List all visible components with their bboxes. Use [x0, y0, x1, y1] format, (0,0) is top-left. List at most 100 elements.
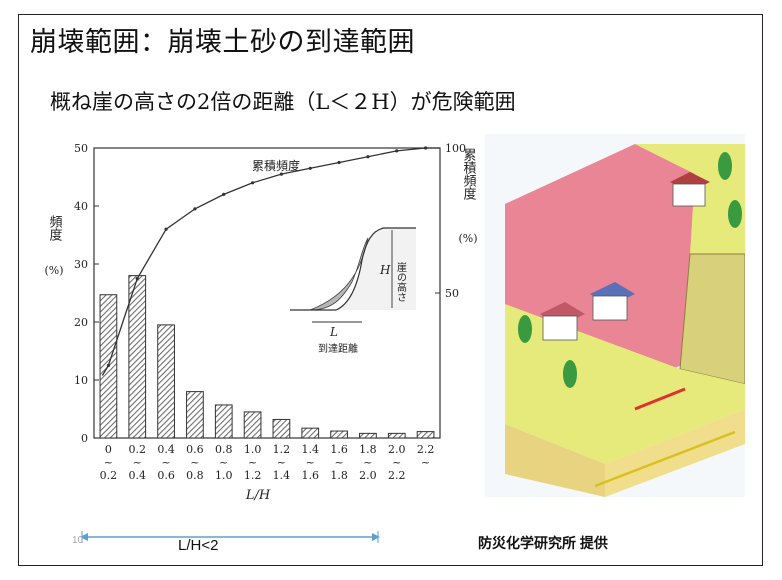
- x-tick-label-hi: 1.8: [330, 469, 348, 482]
- range-label: L/H<2: [178, 537, 219, 554]
- cumulative-point: [366, 155, 370, 159]
- hazard-arrow-yellow: [594, 430, 736, 488]
- x-tick-tilde: ~: [421, 456, 430, 469]
- bar: [330, 430, 348, 439]
- x-tick-label-hi: 2.0: [359, 469, 377, 482]
- inset-height-caption: 崖の高さ: [395, 262, 407, 302]
- slide-subtitle: 概ね崖の高さの2倍の距離（L＜２H）が危険範囲: [50, 90, 516, 114]
- inset-length-label: L: [329, 325, 338, 339]
- house-icon: [670, 172, 710, 207]
- inset-ground: [290, 228, 416, 310]
- y2-tick-label: 50: [445, 287, 459, 300]
- lh-range-arrow: [80, 531, 380, 543]
- plateau-top: [635, 144, 745, 254]
- y-axis-unit-right: (%): [458, 232, 477, 245]
- bar: [243, 411, 262, 439]
- cumulative-line-label: 累積頻度: [252, 158, 300, 173]
- x-axis-label: L/H: [245, 488, 271, 503]
- x-tick-tilde: ~: [161, 456, 170, 469]
- y-tick-label: 10: [74, 374, 88, 387]
- y-tick-label: 30: [74, 258, 88, 271]
- cumulative-line-group: 累積頻度: [101, 146, 440, 376]
- slope-icon: [679, 253, 745, 385]
- cumulative-point: [106, 363, 111, 368]
- x-tick-label-lo: 1.2: [273, 443, 291, 456]
- bar: [272, 418, 291, 439]
- bar: [186, 391, 204, 439]
- x-tick-label-lo: 1.8: [359, 443, 377, 456]
- hazard-arrow-red: [634, 387, 686, 411]
- cumulative-point: [135, 276, 139, 281]
- cumulative-point: [193, 207, 197, 211]
- x-tick-label-lo: 0.4: [157, 443, 175, 456]
- chart-ticks: 0 10 20 30 40 50 50 100: [74, 142, 466, 445]
- soil-block-front: [505, 424, 605, 497]
- inset-length-caption: 到達距離: [318, 342, 358, 355]
- chart-inset-diagram: H 崖の高さ L 到達距離: [290, 227, 416, 355]
- inset-slope-line: [290, 227, 416, 311]
- soil-block-side: [605, 409, 745, 497]
- x-tick-tilde: ~: [190, 456, 199, 469]
- y-axis-label-right: 累積頻度: [461, 148, 477, 200]
- x-tick-label-lo: 0.6: [186, 443, 204, 456]
- x-tick-tilde: ~: [334, 456, 343, 469]
- x-tick-label-lo: 1.0: [244, 443, 261, 456]
- x-tick-label-hi: 2.2: [388, 469, 406, 482]
- x-tick-label-lo: 0.2: [129, 443, 147, 456]
- x-tick-tilde: ~: [104, 456, 113, 469]
- cumulative-point: [395, 149, 399, 153]
- bar: [359, 432, 377, 439]
- tree-icon: [718, 152, 732, 180]
- house-icon: [540, 302, 585, 341]
- tree-icon: [728, 200, 742, 228]
- x-tick-label-hi: 1.0: [215, 469, 233, 482]
- y-tick-label: 50: [74, 142, 88, 155]
- slide-title: 崩壊範囲：崩壊土砂の到達範囲: [30, 27, 415, 58]
- cumulative-point: [423, 146, 428, 150]
- x-tick-label-hi: 0.2: [100, 469, 118, 482]
- x-tick-label-lo: 0: [105, 443, 112, 456]
- bar: [301, 427, 320, 439]
- x-tick-label-hi: 0.6: [157, 469, 175, 482]
- y-axis-unit-left: (%): [44, 264, 63, 277]
- cumulative-point: [337, 160, 341, 165]
- tree-icon: [563, 360, 577, 388]
- bar: [387, 432, 406, 439]
- bar: [214, 404, 233, 439]
- x-tick-tilde: ~: [392, 456, 401, 469]
- cumulative-point: [308, 166, 312, 170]
- x-tick-label-hi: 1.6: [302, 469, 320, 482]
- page-number: 10: [72, 535, 84, 546]
- tree-icon: [518, 315, 532, 343]
- x-tick-tilde: ~: [363, 456, 372, 469]
- y-axis-label-left: 頻度: [47, 215, 63, 241]
- inset-debris: [309, 237, 369, 311]
- cumulative-point: [250, 181, 255, 185]
- x-tick-label-lo: 1.4: [302, 443, 320, 456]
- cumulative-point: [164, 227, 168, 231]
- house-icon: [590, 282, 635, 321]
- x-tick-label-lo: 2.0: [388, 443, 406, 456]
- x-tick-tilde: ~: [306, 456, 315, 469]
- cumulative-line: [101, 147, 440, 376]
- bar: [157, 324, 175, 439]
- x-tick-tilde: ~: [277, 456, 286, 469]
- bar: [416, 431, 435, 439]
- x-tick-label-lo: 2.2: [417, 443, 435, 456]
- x-tick-label-lo: 1.6: [330, 443, 348, 456]
- y2-tick-label: 100: [445, 142, 466, 155]
- inset-height-label: H: [379, 263, 391, 277]
- chart-bars: [99, 275, 435, 439]
- y-tick-label: 0: [81, 432, 88, 445]
- x-tick-tilde: ~: [219, 456, 228, 469]
- y-tick-label: 20: [74, 316, 88, 329]
- cumulative-point: [279, 172, 284, 176]
- x-tick-label-hi: 0.8: [186, 469, 204, 482]
- cumulative-point: [222, 192, 226, 196]
- chart-category-labels: 0~0.20.2~0.40.4~0.60.6~0.80.8~1.01.0~1.2…: [100, 443, 435, 482]
- slope-illustration: [485, 134, 745, 497]
- credit-text: 防災化学研究所 提供: [478, 535, 608, 551]
- x-tick-tilde: ~: [248, 456, 257, 469]
- y-tick-label: 40: [74, 200, 88, 213]
